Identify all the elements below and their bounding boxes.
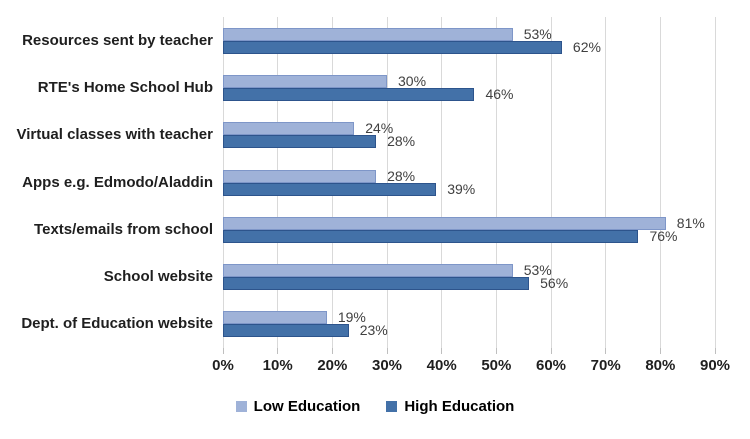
data-label: 76% — [649, 227, 678, 244]
plot-area: 53% 62% 30% 46% 24% 28% 28% 39% 81% 76% 53% 56% 19% 2… — [222, 17, 716, 348]
data-label: 30% — [398, 72, 427, 89]
gridline — [495, 17, 497, 348]
legend-swatch-low-education — [235, 401, 247, 412]
x-axis-label: 80% — [645, 357, 676, 374]
bar-low-education — [223, 122, 355, 136]
axis-tick — [277, 348, 279, 354]
category-label: School website — [103, 268, 213, 286]
bar-high-education — [223, 324, 349, 338]
x-axis-label: 40% — [426, 357, 457, 374]
x-axis-label: 0% — [212, 357, 234, 374]
legend-swatch-high-education — [386, 401, 398, 412]
data-label: 19% — [337, 309, 366, 326]
axis-tick — [659, 348, 661, 354]
axis-tick — [605, 348, 607, 354]
data-label: 28% — [387, 167, 416, 184]
bar-low-education — [223, 264, 513, 278]
gridline — [714, 17, 716, 348]
bar-high-education — [223, 277, 530, 291]
legend-label-low-education: Low Education — [253, 398, 361, 415]
bar-low-education — [223, 27, 513, 41]
category-label: Dept. of Education website — [21, 315, 213, 333]
data-label: 53% — [523, 262, 552, 279]
category-label: RTE's Home School Hub — [37, 78, 213, 96]
bar-high-education — [223, 229, 639, 243]
data-label: 24% — [365, 120, 394, 137]
bar-high-education — [223, 87, 475, 101]
gridline — [441, 17, 443, 348]
data-label: 23% — [359, 322, 388, 339]
x-axis-label: 90% — [699, 357, 731, 374]
x-axis-label: 50% — [481, 357, 512, 374]
data-label: 56% — [540, 275, 569, 292]
x-axis-label: 10% — [262, 357, 293, 374]
gridline — [659, 17, 661, 348]
category-label: Apps e.g. Edmodo/Aladdin — [22, 173, 213, 191]
axis-tick — [222, 348, 224, 354]
axis-tick — [495, 348, 497, 354]
x-axis-label: 30% — [371, 357, 403, 374]
bar-low-education — [223, 311, 327, 325]
bar-high-education — [223, 40, 562, 54]
data-label: 62% — [572, 38, 601, 55]
data-label: 39% — [447, 180, 476, 197]
x-axis-label: 60% — [535, 357, 567, 374]
category-label: Texts/emails from school — [34, 220, 213, 238]
bar-high-education — [223, 135, 377, 149]
axis-tick — [386, 348, 388, 354]
x-axis-label: 20% — [317, 357, 348, 374]
legend-label-high-education: High Education — [404, 398, 515, 415]
category-label: Resources sent by teacher — [22, 31, 213, 49]
data-label: 46% — [485, 85, 514, 102]
category-label: Virtual classes with teacher — [16, 126, 214, 144]
data-label: 28% — [387, 133, 416, 150]
legend: Low Education High Education — [0, 398, 750, 415]
legend-item-high-education: High Education — [386, 398, 514, 415]
data-label: 53% — [523, 25, 552, 42]
axis-tick — [441, 348, 443, 354]
gridline — [550, 17, 552, 348]
axis-tick — [550, 348, 552, 354]
bar-low-education — [223, 169, 377, 183]
gridline — [605, 17, 607, 348]
bar-low-education — [223, 216, 666, 230]
x-axis-label: 70% — [590, 357, 621, 374]
legend-item-low-education: Low Education — [235, 398, 361, 415]
bar-low-education — [223, 74, 387, 88]
axis-tick — [714, 348, 716, 354]
data-label: 81% — [676, 214, 705, 231]
bar-high-education — [223, 182, 437, 196]
axis-tick — [331, 348, 333, 354]
